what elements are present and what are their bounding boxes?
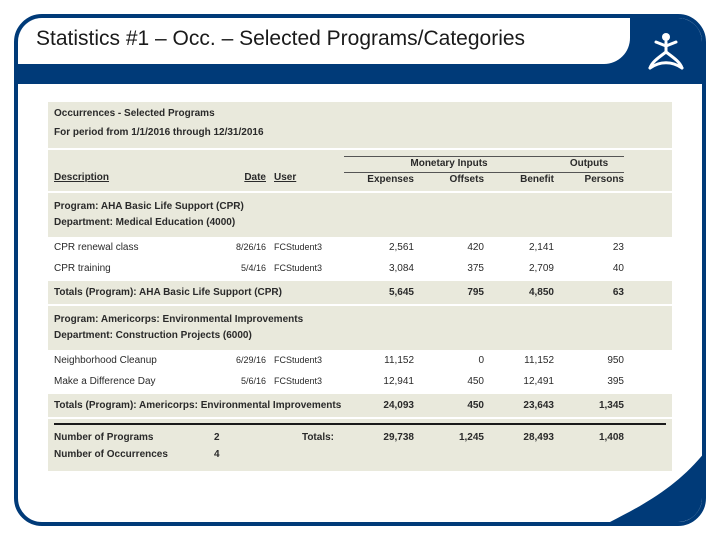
cell-user: FCStudent3 [274, 355, 344, 366]
totals-expenses: 5,645 [344, 287, 414, 298]
slide-frame: Statistics #1 – Occ. – Selected Programs… [14, 14, 706, 526]
cell-user: FCStudent3 [274, 242, 344, 253]
sections-container: Program: AHA Basic Life Support (CPR)Dep… [48, 191, 672, 417]
cell-offsets: 375 [414, 263, 484, 274]
summary-occurrences-value: 4 [214, 449, 254, 460]
cell-desc: CPR renewal class [54, 242, 214, 253]
totals-offsets: 450 [414, 400, 484, 411]
summary-programs-label: Number of Programs [54, 432, 214, 443]
table-row: CPR training5/4/16FCStudent33,0843752,70… [48, 258, 672, 279]
cell-date: 6/29/16 [214, 355, 274, 366]
totals-persons: 63 [554, 287, 624, 298]
brand-logo-icon [644, 28, 688, 72]
cell-offsets: 450 [414, 376, 484, 387]
department-name: Department: Medical Education (4000) [54, 215, 666, 231]
report-header: Occurrences - Selected Programs For peri… [48, 102, 672, 148]
cell-desc: CPR training [54, 263, 214, 274]
col-expenses: Expenses [367, 174, 414, 185]
cell-desc: Neighborhood Cleanup [54, 355, 214, 366]
col-offsets: Offsets [450, 174, 484, 185]
table-row: CPR renewal class8/26/16FCStudent32,5614… [48, 237, 672, 258]
cell-desc: Make a Difference Day [54, 376, 214, 387]
cell-date: 5/6/16 [214, 376, 274, 387]
report-content: Occurrences - Selected Programs For peri… [18, 84, 702, 491]
cell-date: 8/26/16 [214, 242, 274, 253]
program-header: Program: Americorps: Environmental Impro… [48, 304, 672, 350]
col-date: Date [214, 172, 274, 187]
department-name: Department: Construction Projects (6000) [54, 328, 666, 344]
cell-persons: 395 [554, 376, 624, 387]
header-bar: Statistics #1 – Occ. – Selected Programs… [18, 18, 702, 84]
cell-persons: 23 [554, 242, 624, 253]
col-description: Description [54, 172, 214, 187]
col-group-monetary: Monetary Inputs [410, 158, 487, 169]
report-period: For period from 1/1/2016 through 12/31/2… [54, 125, 666, 140]
table-row: Neighborhood Cleanup6/29/16FCStudent311,… [48, 350, 672, 371]
totals-label: Totals (Program): AHA Basic Life Support… [54, 287, 344, 298]
totals-persons: 1,345 [554, 400, 624, 411]
table-row: Make a Difference Day5/6/16FCStudent312,… [48, 371, 672, 392]
totals-benefit: 4,850 [484, 287, 554, 298]
program-header: Program: AHA Basic Life Support (CPR)Dep… [48, 191, 672, 237]
column-headers: Monetary Inputs Outputs Description Date… [48, 148, 672, 191]
cell-persons: 40 [554, 263, 624, 274]
cell-benefit: 2,141 [484, 242, 554, 253]
summary-programs-value: 2 [214, 432, 254, 443]
title-area: Statistics #1 – Occ. – Selected Programs… [14, 14, 630, 64]
cell-benefit: 12,491 [484, 376, 554, 387]
cell-expenses: 11,152 [344, 355, 414, 366]
program-totals: Totals (Program): Americorps: Environmen… [48, 392, 672, 417]
report-title: Occurrences - Selected Programs [54, 106, 666, 121]
page-title: Statistics #1 – Occ. – Selected Programs… [36, 27, 525, 51]
cell-benefit: 11,152 [484, 355, 554, 366]
col-benefit: Benefit [520, 174, 554, 185]
program-name: Program: AHA Basic Life Support (CPR) [54, 199, 666, 215]
cell-offsets: 420 [414, 242, 484, 253]
col-persons: Persons [585, 174, 624, 185]
totals-expenses: 24,093 [344, 400, 414, 411]
cell-user: FCStudent3 [274, 376, 344, 387]
cell-offsets: 0 [414, 355, 484, 366]
summary-occurrences-label: Number of Occurrences [54, 449, 214, 460]
cell-expenses: 12,941 [344, 376, 414, 387]
col-user: User [274, 172, 344, 187]
program-totals: Totals (Program): AHA Basic Life Support… [48, 279, 672, 304]
cell-expenses: 3,084 [344, 263, 414, 274]
cell-expenses: 2,561 [344, 242, 414, 253]
col-group-outputs: Outputs [570, 158, 608, 169]
totals-label: Totals (Program): Americorps: Environmen… [54, 400, 344, 411]
totals-offsets: 795 [414, 287, 484, 298]
summary-offsets: 1,245 [414, 432, 484, 443]
totals-benefit: 23,643 [484, 400, 554, 411]
summary-benefit: 28,493 [484, 432, 554, 443]
cell-date: 5/4/16 [214, 263, 274, 274]
cell-persons: 950 [554, 355, 624, 366]
summary-totals-label: Totals: [254, 432, 344, 443]
summary-persons: 1,408 [554, 432, 624, 443]
summary-block: Number of Programs 2 Totals: 29,738 1,24… [48, 417, 672, 471]
program-name: Program: Americorps: Environmental Impro… [54, 312, 666, 328]
cell-user: FCStudent3 [274, 263, 344, 274]
summary-expenses: 29,738 [344, 432, 414, 443]
cell-benefit: 2,709 [484, 263, 554, 274]
